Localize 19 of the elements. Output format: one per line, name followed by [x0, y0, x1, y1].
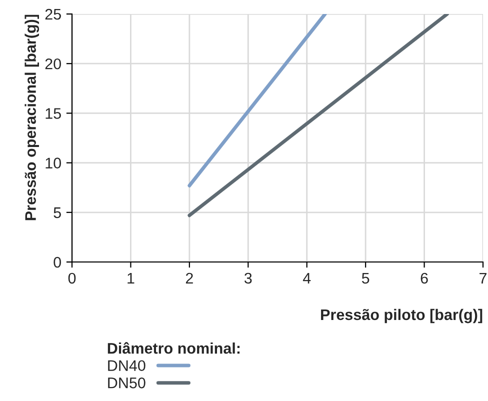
- legend-label: DN40: [108, 360, 146, 372]
- y-axis-title: Pressão operacional [bar(g)]: [24, 14, 40, 220]
- x-tick-label: 1: [128, 272, 134, 284]
- x-tick-label: 4: [302, 272, 311, 284]
- x-tick-label: 3: [244, 272, 252, 284]
- x-tick-label: 5: [362, 272, 370, 284]
- x-tick-label: 2: [186, 272, 193, 284]
- y-tick-label: 20: [45, 58, 61, 70]
- legend-label: DN50: [108, 378, 146, 388]
- y-tick-label: 15: [46, 108, 61, 119]
- y-tick-label: 5: [54, 207, 61, 218]
- legend-title: Diâmetro nominal:: [108, 342, 240, 354]
- y-tick-label: 25: [45, 8, 61, 20]
- x-tick-label: 7: [480, 272, 486, 284]
- y-tick-label: 0: [54, 256, 61, 268]
- y-tick-label: 10: [46, 158, 61, 168]
- x-tick-label: 0: [68, 272, 76, 284]
- x-axis-title: Pressão piloto [bar(g)]: [321, 308, 482, 324]
- x-tick-label: 6: [420, 272, 428, 284]
